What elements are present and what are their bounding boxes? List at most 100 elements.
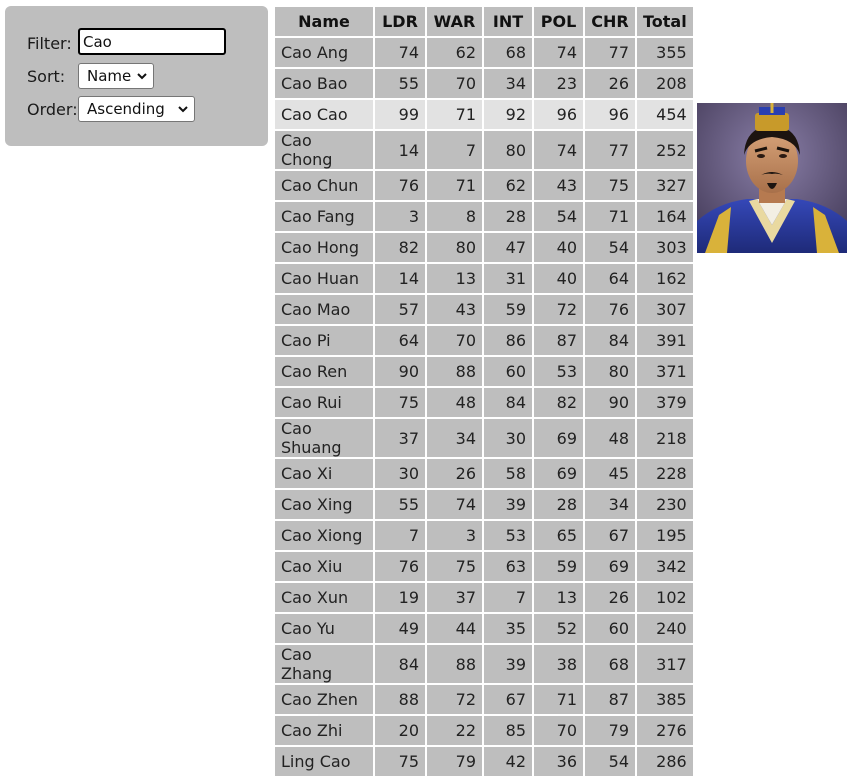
filter-input[interactable]: [78, 28, 226, 55]
cell-total: 252: [637, 131, 693, 169]
cell-name: Cao Ang: [275, 38, 373, 67]
cell-int: 39: [484, 645, 532, 683]
cell-total: 208: [637, 69, 693, 98]
cell-ldr: 30: [375, 459, 425, 488]
table-row[interactable]: Cao Zhen 88 72 67 71 87 385: [275, 685, 693, 714]
cell-pol: 38: [534, 645, 583, 683]
column-header-ldr[interactable]: LDR: [375, 7, 425, 36]
order-select[interactable]: Ascending: [78, 96, 195, 122]
cell-war: 3: [427, 521, 482, 550]
cell-int: 85: [484, 716, 532, 745]
column-header-name[interactable]: Name: [275, 7, 373, 36]
cell-int: 53: [484, 521, 532, 550]
table-row[interactable]: Cao Xiong 7 3 53 65 67 195: [275, 521, 693, 550]
cell-chr: 96: [585, 100, 635, 129]
cell-name: Cao Huan: [275, 264, 373, 293]
sort-select-value: Name: [87, 67, 132, 85]
table-row[interactable]: Cao Xi 30 26 58 69 45 228: [275, 459, 693, 488]
cell-ldr: 75: [375, 747, 425, 776]
cell-name: Cao Fang: [275, 202, 373, 231]
cell-total: 327: [637, 171, 693, 200]
cell-total: 371: [637, 357, 693, 386]
cell-ldr: 20: [375, 716, 425, 745]
cell-int: 63: [484, 552, 532, 581]
table-row[interactable]: Cao Chun 76 71 62 43 75 327: [275, 171, 693, 200]
table-row[interactable]: Cao Huan 14 13 31 40 64 162: [275, 264, 693, 293]
cell-name: Cao Xi: [275, 459, 373, 488]
cell-total: 276: [637, 716, 693, 745]
cell-pol: 82: [534, 388, 583, 417]
column-header-war[interactable]: WAR: [427, 7, 482, 36]
table-row[interactable]: Cao Chong 14 7 80 74 77 252: [275, 131, 693, 169]
table-header-row: Name LDR WAR INT POL CHR Total: [275, 7, 693, 36]
cell-pol: 52: [534, 614, 583, 643]
cell-int: 59: [484, 295, 532, 324]
table-row[interactable]: Cao Yu 49 44 35 52 60 240: [275, 614, 693, 643]
table-row[interactable]: Cao Zhi 20 22 85 70 79 276: [275, 716, 693, 745]
cell-name: Cao Rui: [275, 388, 373, 417]
cell-name: Cao Xing: [275, 490, 373, 519]
cell-pol: 36: [534, 747, 583, 776]
table-row[interactable]: Cao Hong 82 80 47 40 54 303: [275, 233, 693, 262]
sort-select[interactable]: Name: [78, 63, 154, 89]
cell-name: Cao Chong: [275, 131, 373, 169]
order-label: Order:: [27, 100, 78, 119]
cell-chr: 48: [585, 419, 635, 457]
cell-war: 37: [427, 583, 482, 612]
table-row[interactable]: Cao Pi 64 70 86 87 84 391: [275, 326, 693, 355]
cell-name: Cao Zhang: [275, 645, 373, 683]
cell-war: 44: [427, 614, 482, 643]
cell-pol: 40: [534, 233, 583, 262]
cell-chr: 68: [585, 645, 635, 683]
cell-ldr: 75: [375, 388, 425, 417]
cell-int: 42: [484, 747, 532, 776]
cell-chr: 45: [585, 459, 635, 488]
cell-int: 35: [484, 614, 532, 643]
cell-int: 39: [484, 490, 532, 519]
cell-int: 28: [484, 202, 532, 231]
table-row[interactable]: Cao Rui 75 48 84 82 90 379: [275, 388, 693, 417]
column-header-int[interactable]: INT: [484, 7, 532, 36]
table-row[interactable]: Cao Ang 74 62 68 74 77 355: [275, 38, 693, 67]
table-row[interactable]: Cao Mao 57 43 59 72 76 307: [275, 295, 693, 324]
table-row[interactable]: Cao Fang 3 8 28 54 71 164: [275, 202, 693, 231]
cell-pol: 23: [534, 69, 583, 98]
cell-total: 102: [637, 583, 693, 612]
table-row[interactable]: Cao Shuang 37 34 30 69 48 218: [275, 419, 693, 457]
cell-pol: 74: [534, 38, 583, 67]
cell-war: 88: [427, 357, 482, 386]
cell-total: 303: [637, 233, 693, 262]
cell-total: 342: [637, 552, 693, 581]
cell-chr: 77: [585, 131, 635, 169]
table-row[interactable]: Ling Cao 75 79 42 36 54 286: [275, 747, 693, 776]
table-row[interactable]: Cao Ren 90 88 60 53 80 371: [275, 357, 693, 386]
table-row[interactable]: Cao Xiu 76 75 63 59 69 342: [275, 552, 693, 581]
column-header-chr[interactable]: CHR: [585, 7, 635, 36]
chevron-down-icon: [137, 73, 147, 80]
cell-name: Cao Hong: [275, 233, 373, 262]
cell-war: 7: [427, 131, 482, 169]
cell-pol: 96: [534, 100, 583, 129]
column-header-total[interactable]: Total: [637, 7, 693, 36]
cell-ldr: 57: [375, 295, 425, 324]
table-row[interactable]: Cao Cao 99 71 92 96 96 454: [275, 100, 693, 129]
cell-pol: 74: [534, 131, 583, 169]
cell-chr: 84: [585, 326, 635, 355]
cell-ldr: 64: [375, 326, 425, 355]
cell-pol: 87: [534, 326, 583, 355]
cell-name: Cao Yu: [275, 614, 373, 643]
cell-ldr: 99: [375, 100, 425, 129]
table-row[interactable]: Cao Xun 19 37 7 13 26 102: [275, 583, 693, 612]
table-row[interactable]: Cao Xing 55 74 39 28 34 230: [275, 490, 693, 519]
cell-total: 218: [637, 419, 693, 457]
cell-int: 80: [484, 131, 532, 169]
cell-total: 164: [637, 202, 693, 231]
table-row[interactable]: Cao Zhang 84 88 39 38 68 317: [275, 645, 693, 683]
column-header-pol[interactable]: POL: [534, 7, 583, 36]
cell-war: 70: [427, 326, 482, 355]
chevron-down-icon: [178, 106, 188, 113]
sort-label: Sort:: [27, 67, 66, 86]
table-row[interactable]: Cao Bao 55 70 34 23 26 208: [275, 69, 693, 98]
cell-int: 67: [484, 685, 532, 714]
cell-war: 72: [427, 685, 482, 714]
